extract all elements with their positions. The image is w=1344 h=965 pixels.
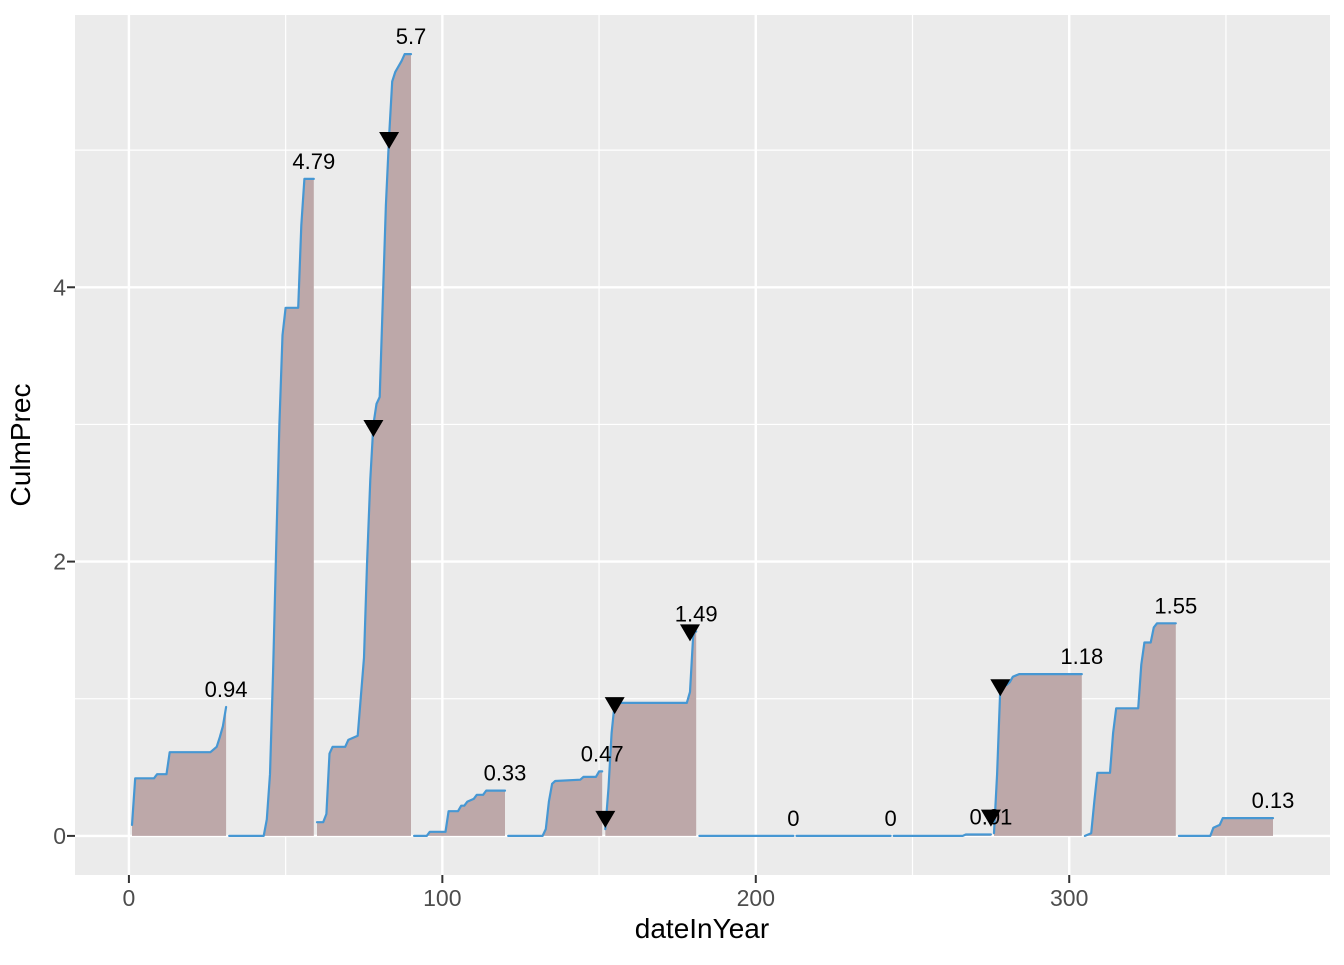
x-axis-title: dateInYear [635,913,769,944]
marker-triangle-icon [990,679,1011,697]
x-tick-label: 300 [1050,885,1088,911]
marker-triangle-icon [379,132,400,149]
month-area [317,54,411,836]
point-label: 1.55 [1154,593,1197,618]
y-tick-label: 2 [53,549,66,575]
point-label: 1.49 [675,602,718,627]
y-axis-title: CulmPrec [5,384,36,507]
precip-line [892,833,992,837]
month-area [414,790,505,836]
point-label: 0 [787,806,799,831]
month-area [508,771,603,836]
marker-triangle-icon [980,809,1001,827]
y-tick-label: 0 [53,823,66,849]
point-label: 5.7 [396,24,427,49]
x-tick-label: 200 [737,885,775,911]
month-area [605,631,697,836]
precip-line [992,673,1083,835]
precip-line [413,789,507,837]
month-area [132,707,227,836]
point-label: 0.33 [484,761,527,786]
month-area [229,178,314,836]
point-label: 1.18 [1060,644,1103,669]
precip-line [507,770,604,837]
point-label: 0 [884,806,896,831]
marker-triangle-icon [595,810,616,828]
point-label: 0.13 [1252,788,1295,813]
month-area [994,674,1082,836]
precip-line [315,53,413,824]
marker-triangle-icon [680,624,700,642]
month-area [1084,623,1176,836]
precip-line [1177,817,1275,837]
x-tick-label: 100 [423,885,461,911]
precip-line [130,705,228,826]
x-tick-label: 0 [123,885,136,911]
point-label: 0.01 [969,805,1012,830]
marker-triangle-icon [604,697,625,715]
precip-line [228,177,315,837]
point-label: 0.94 [205,677,248,702]
y-tick-label: 4 [53,274,66,300]
marker-triangle-icon [363,420,384,437]
precip-line [1083,622,1177,837]
point-label: 4.79 [292,149,335,174]
month-area [1178,818,1273,836]
point-label: 0.47 [581,741,624,766]
